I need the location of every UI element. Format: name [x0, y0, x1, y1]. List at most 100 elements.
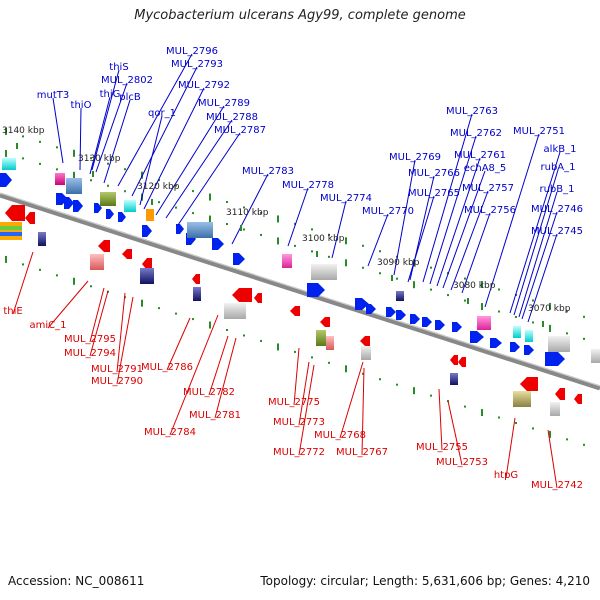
kbp-tick-label: 3080 kbp	[453, 281, 496, 291]
gene-callout-line	[47, 280, 89, 329]
tick-mark	[515, 315, 517, 318]
tick-mark	[226, 223, 228, 226]
kbp-tick	[542, 321, 544, 327]
reverse-gene-arrow	[192, 274, 200, 284]
reverse-gene-arrow	[574, 394, 582, 404]
forward-gene-label: MUL_2761	[454, 150, 506, 161]
tick-mark	[379, 250, 381, 253]
gene-callout-line	[367, 213, 389, 267]
tick-mark	[192, 212, 194, 215]
forward-gene-label: MUL_2746	[531, 204, 583, 215]
tick-mark	[430, 394, 432, 397]
forward-gene-arrow	[422, 317, 432, 327]
reverse-gene-label: MUL_2791	[91, 364, 143, 375]
forward-gene-arrow	[106, 209, 114, 219]
tick-mark	[566, 332, 568, 335]
gene-callout-line	[484, 133, 540, 308]
reverse-gene-arrow	[290, 306, 300, 316]
forward-gene-label: echA8_5	[464, 163, 507, 174]
kbp-tick-label: 3140 kbp	[2, 126, 45, 136]
feature-box	[316, 330, 326, 346]
tick-mark	[583, 443, 585, 446]
tick-mark	[5, 255, 7, 263]
reverse-gene-label: amiC_1	[30, 320, 67, 331]
forward-gene-label: MUL_2774	[320, 193, 372, 204]
tick-mark	[532, 299, 534, 302]
gene-callout-line	[208, 335, 229, 396]
gene-callout-line	[509, 151, 561, 314]
tick-mark	[566, 310, 568, 313]
kbp-tick	[467, 298, 469, 304]
tick-mark	[39, 140, 41, 143]
feature-box	[55, 173, 65, 185]
tick-mark	[22, 135, 24, 138]
tick-mark	[243, 334, 245, 337]
forward-gene-label: qor_1	[148, 108, 176, 119]
gene-callout-line	[436, 157, 481, 287]
tick-mark	[396, 277, 398, 280]
gene-callout-line	[422, 113, 473, 283]
gene-callout-line	[52, 97, 64, 164]
forward-gene-label: MUL_2787	[214, 125, 266, 136]
feature-box	[513, 391, 531, 407]
tick-mark	[311, 228, 313, 231]
forward-gene-label: MUL_2802	[101, 75, 153, 86]
feature-box	[100, 192, 116, 206]
gene-callout-line	[103, 99, 131, 184]
forward-gene-label: MUL_2770	[362, 206, 414, 217]
reverse-gene-label: MUL_2772	[273, 447, 325, 458]
forward-gene-label: MUL_2751	[513, 126, 565, 137]
kbp-tick-label: 3100 kbp	[302, 234, 345, 244]
gene-callout-line	[293, 347, 300, 406]
kbp-tick-label: 3070 kbp	[528, 304, 571, 314]
tick-mark	[345, 259, 347, 267]
tick-mark	[226, 329, 228, 332]
gene-callout-line	[505, 417, 516, 479]
forward-gene-arrow	[64, 197, 74, 209]
forward-gene-arrow	[73, 200, 83, 212]
reverse-gene-arrow	[25, 212, 35, 224]
gene-callout-line	[393, 159, 416, 276]
reverse-gene-arrow	[232, 288, 252, 302]
tick-mark	[328, 255, 330, 258]
forward-gene-label: MUL_2765	[408, 188, 460, 199]
feature-box	[193, 287, 201, 301]
accession-label: Accession: NC_008611	[8, 574, 145, 588]
forward-gene-arrow	[0, 173, 12, 187]
tick-mark	[5, 127, 7, 135]
forward-gene-label: MUL_2788	[206, 112, 258, 123]
tick-mark	[175, 312, 177, 315]
feature-box	[66, 178, 82, 194]
tick-mark	[277, 343, 279, 351]
gene-callout-line	[513, 169, 559, 316]
reverse-gene-arrow	[254, 293, 262, 303]
reverse-gene-label: MUL_2781	[189, 410, 241, 421]
forward-gene-arrow	[386, 307, 396, 317]
forward-gene-arrow	[118, 212, 126, 222]
tick-mark	[260, 233, 262, 236]
tick-mark	[464, 405, 466, 408]
reverse-gene-label: MUL_2786	[141, 362, 193, 373]
feature-box	[311, 264, 337, 280]
feature-box	[187, 222, 213, 238]
forward-gene-label: rubA_1	[541, 162, 576, 173]
forward-gene-arrow	[410, 314, 420, 324]
forward-gene-arrow	[524, 345, 534, 355]
forward-gene-arrow	[307, 283, 325, 297]
tick-mark	[90, 285, 92, 288]
forward-gene-arrow	[366, 304, 376, 314]
gene-callout-line	[527, 233, 558, 323]
forward-gene-arrow	[355, 298, 369, 310]
backbone-highlight	[0, 192, 600, 387]
forward-gene-label: MUL_2778	[282, 180, 334, 191]
gene-callout-line	[89, 287, 105, 343]
tick-mark	[413, 281, 415, 289]
feature-box	[0, 232, 22, 236]
gene-callout-line	[165, 119, 233, 219]
tick-mark	[379, 378, 381, 381]
tick-mark	[549, 324, 551, 332]
gene-callout-line	[461, 212, 491, 294]
tick-mark	[226, 201, 228, 204]
forward-gene-label: mutT3	[37, 90, 69, 101]
tick-mark	[277, 237, 279, 245]
